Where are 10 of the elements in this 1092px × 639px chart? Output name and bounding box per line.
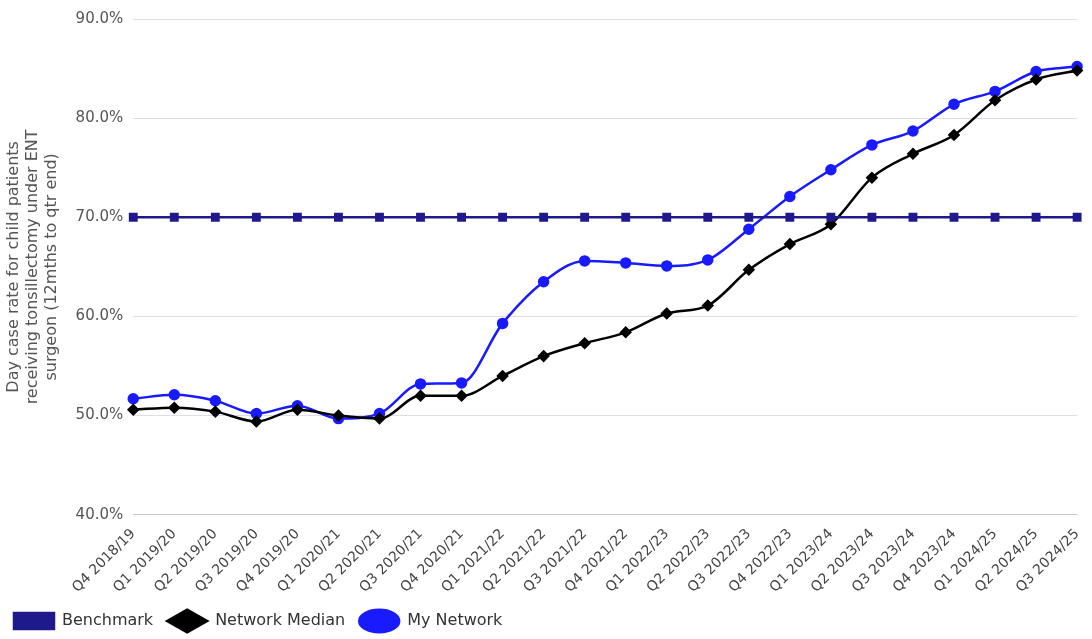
y-tick-label: 40.0% xyxy=(75,504,124,523)
y-axis-title: Day case rate for child patients receiving tonsillectomy under ENT surgeon (12mths to qtr end) xyxy=(2,129,61,405)
y-tick-label: 50.0% xyxy=(75,405,124,424)
y-tick-label: 80.0% xyxy=(75,108,124,127)
y-tick-label: 90.0% xyxy=(75,8,124,27)
legend-label: Benchmark xyxy=(62,610,154,630)
y-tick-label: 60.0% xyxy=(75,306,124,325)
legend-label: Network Median xyxy=(215,610,346,630)
y-tick-label: 70.0% xyxy=(75,207,124,226)
legend-label: My Network xyxy=(407,610,504,630)
